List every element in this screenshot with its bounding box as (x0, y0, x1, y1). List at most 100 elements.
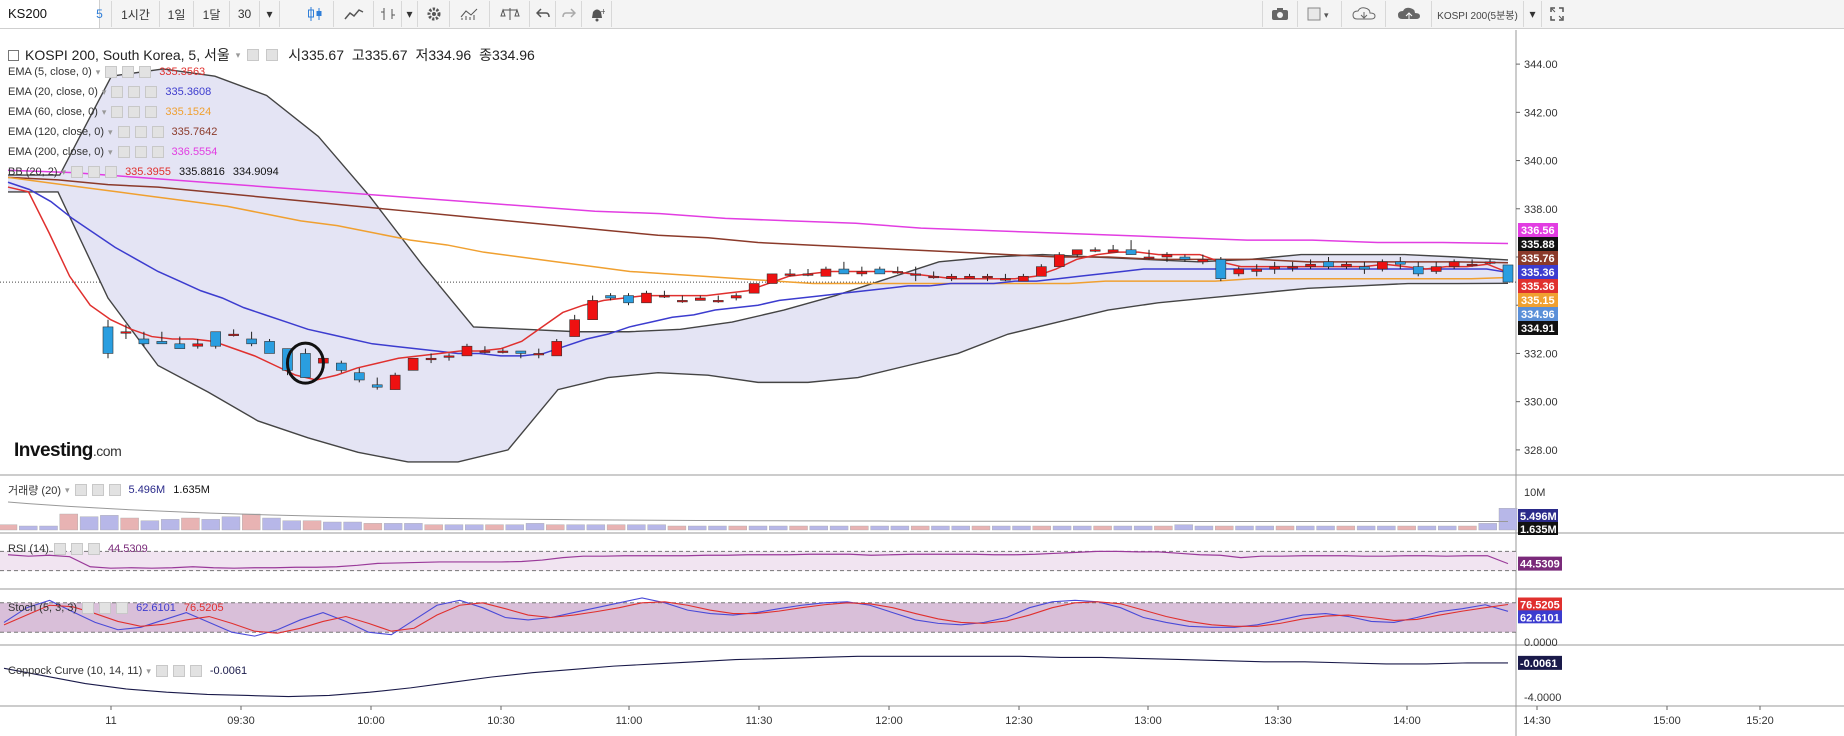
candle-body (461, 345, 473, 357)
close-icon[interactable] (116, 602, 129, 614)
candle-body (784, 273, 796, 276)
settings-icon[interactable] (70, 543, 83, 555)
candle-body (102, 326, 114, 354)
volume-bar (850, 525, 869, 531)
color-box-icon[interactable]: ▾ (1298, 1, 1342, 27)
settings-icon[interactable] (172, 665, 185, 677)
eye-icon[interactable] (74, 484, 87, 496)
candlestick-icon[interactable] (296, 1, 334, 27)
settings-icon[interactable] (91, 484, 104, 496)
interval-5[interactable]: 5 (88, 1, 112, 27)
candle-body (551, 341, 563, 357)
interval-30[interactable]: 30 (230, 1, 260, 27)
chart-type-dropdown-icon[interactable]: ▾ (402, 1, 418, 27)
settings-icon[interactable] (88, 166, 101, 178)
legend-item[interactable]: EMA (60, close, 0) ▾ 335.1524 (8, 106, 211, 118)
eye-icon[interactable] (155, 665, 168, 677)
settings-icon[interactable] (128, 106, 141, 118)
settings-icon[interactable] (122, 66, 135, 78)
investing-logo: Investing.com (14, 440, 122, 461)
eye-icon[interactable] (111, 86, 124, 98)
camera-icon[interactable] (1262, 1, 1298, 27)
candle-body (497, 350, 509, 353)
candle-body (587, 300, 598, 320)
legend-dropdown-icon[interactable]: ▾ (108, 146, 113, 157)
legend-dropdown-icon[interactable]: ▾ (95, 66, 101, 77)
cloud-upload-icon[interactable] (1386, 1, 1432, 27)
eye-icon[interactable] (247, 49, 260, 61)
bar-chart-icon[interactable] (374, 1, 402, 27)
close-icon[interactable] (87, 543, 100, 555)
eye-icon[interactable] (82, 602, 95, 614)
close-icon[interactable] (139, 66, 152, 78)
volume-dropdown-icon[interactable]: ▾ (64, 484, 70, 495)
gear-icon[interactable] (418, 1, 450, 27)
candle-body (174, 343, 186, 349)
eye-icon[interactable] (117, 146, 130, 158)
interval-1d[interactable]: 1일 (160, 1, 194, 27)
candle-body (1161, 254, 1173, 258)
legend-dropdown-icon[interactable]: ▾ (101, 106, 107, 117)
volume-tag (1518, 509, 1558, 522)
redo-icon[interactable] (556, 1, 582, 27)
candle-body (856, 271, 868, 275)
candle-body (838, 268, 850, 275)
close-icon[interactable] (145, 106, 158, 118)
volume-bar (1296, 525, 1315, 531)
compare-dropdown-icon[interactable]: ▾ (1524, 1, 1542, 27)
candle-body (1305, 263, 1316, 267)
legend-dropdown-icon[interactable]: ▾ (108, 126, 113, 137)
time-tick-label: 10:00 (357, 715, 385, 727)
title-dropdown-icon[interactable]: ▾ (235, 49, 241, 60)
undo-icon[interactable] (530, 1, 556, 27)
eye-icon[interactable] (53, 543, 66, 555)
interval-dropdown-icon[interactable]: ▾ (260, 1, 280, 27)
legend-item[interactable]: BB (20, 2) ▾ 335.3955 335.8816 334.9094 (8, 166, 279, 178)
interval-1h[interactable]: 1시간 (112, 1, 160, 27)
close-icon[interactable] (151, 146, 164, 158)
alert-icon[interactable]: + (582, 1, 612, 27)
close-icon[interactable] (145, 86, 158, 98)
candle-body (766, 273, 778, 284)
close-icon[interactable] (189, 665, 202, 677)
settings-icon[interactable] (134, 126, 147, 138)
chart-canvas[interactable]: 344.00342.00340.00338.00336.00334.00332.… (0, 30, 1844, 736)
volume-bar (1417, 525, 1437, 531)
stoch-k-line (3, 597, 1509, 637)
collapse-icon[interactable] (8, 49, 19, 61)
cloud-download-icon[interactable] (1342, 1, 1386, 27)
eye-icon[interactable] (117, 126, 130, 138)
legend-item[interactable]: EMA (20, close, 0) ▾ 335.3608 (8, 86, 211, 98)
legend-item[interactable]: EMA (120, close, 0) ▾ 335.7642 (8, 126, 217, 138)
candle-body (156, 341, 168, 345)
volume-bar (242, 513, 261, 531)
eye-icon[interactable] (71, 166, 84, 178)
line-chart-icon[interactable] (334, 1, 374, 27)
eye-icon[interactable] (105, 66, 118, 78)
price-tag (1518, 307, 1558, 321)
interval-1mo[interactable]: 1달 (194, 1, 230, 27)
volume-bar (1012, 525, 1031, 531)
fullscreen-icon[interactable] (1542, 1, 1572, 27)
close-icon[interactable] (105, 166, 118, 178)
settings-icon[interactable] (99, 602, 112, 614)
compare-symbol-select[interactable]: KOSPI 200(5분봉) (1432, 1, 1524, 27)
close-icon[interactable] (108, 484, 121, 496)
coppock-dropdown-icon[interactable]: ▾ (146, 665, 151, 676)
settings-icon[interactable] (266, 49, 279, 61)
close-icon[interactable] (151, 126, 164, 138)
legend-dropdown-icon[interactable]: ▾ (101, 86, 107, 97)
candle-body (371, 384, 383, 388)
eye-icon[interactable] (111, 106, 124, 118)
symbol-input[interactable]: KS200 (0, 0, 100, 28)
rsi-tag-label: 44.5309 (1520, 559, 1560, 571)
indicators-icon[interactable] (450, 1, 490, 27)
settings-icon[interactable] (128, 86, 141, 98)
legend-dropdown-icon[interactable]: ▾ (61, 166, 67, 177)
candle-body (1089, 249, 1101, 252)
settings-icon[interactable] (134, 146, 147, 158)
time-tick-label: 11:30 (746, 715, 773, 727)
legend-item[interactable]: EMA (200, close, 0) ▾ 336.5554 (8, 146, 217, 158)
legend-item[interactable]: EMA (5, close, 0) ▾ 335.3563 (8, 66, 205, 78)
balance-icon[interactable] (490, 1, 530, 27)
